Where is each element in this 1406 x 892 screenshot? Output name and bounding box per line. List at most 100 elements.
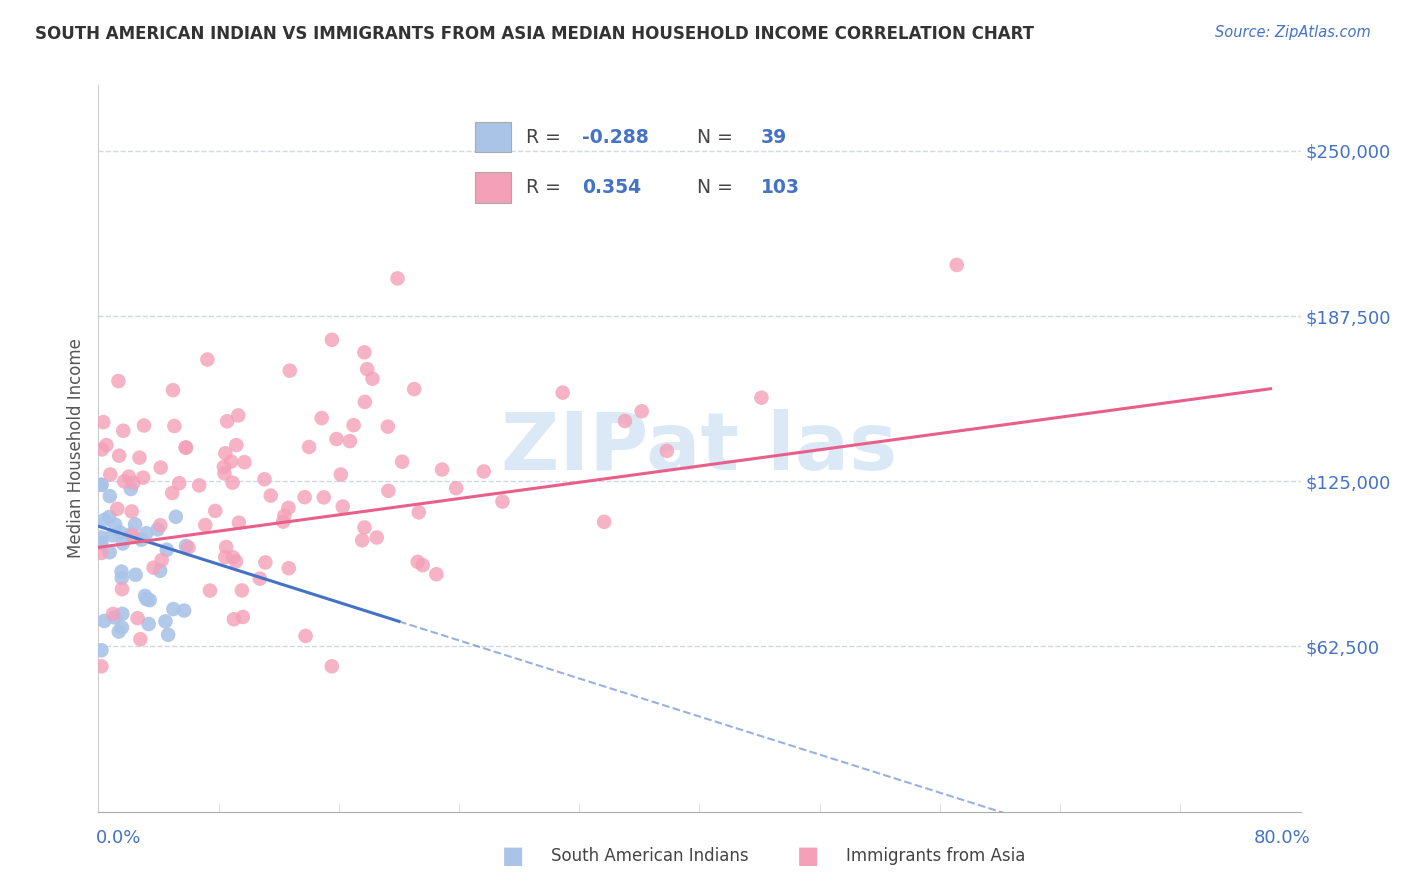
Point bbox=[111, 536, 134, 550]
Point bbox=[111, 607, 134, 621]
Point bbox=[231, 583, 253, 598]
Point bbox=[425, 567, 447, 582]
Point bbox=[127, 611, 149, 625]
Point bbox=[138, 617, 160, 632]
Point bbox=[311, 411, 333, 425]
Point bbox=[132, 470, 155, 484]
Point bbox=[142, 560, 165, 574]
Point bbox=[945, 258, 967, 272]
Point bbox=[630, 404, 652, 418]
Point bbox=[128, 450, 150, 465]
Point bbox=[111, 571, 134, 585]
Point bbox=[107, 374, 129, 388]
Point bbox=[221, 475, 243, 490]
Point bbox=[118, 469, 141, 483]
Point bbox=[104, 517, 127, 532]
Point bbox=[174, 441, 197, 455]
Point bbox=[107, 624, 129, 639]
Point bbox=[112, 424, 135, 438]
Point bbox=[122, 475, 145, 490]
Point bbox=[104, 610, 127, 624]
Point bbox=[391, 455, 413, 469]
Point bbox=[101, 528, 124, 542]
Point bbox=[138, 593, 160, 607]
Point bbox=[226, 409, 249, 423]
Point bbox=[406, 555, 429, 569]
Point bbox=[430, 462, 453, 476]
Point bbox=[124, 517, 146, 532]
Point bbox=[188, 478, 211, 492]
Point bbox=[217, 414, 239, 428]
Y-axis label: Median Household Income: Median Household Income bbox=[66, 338, 84, 558]
Text: 80.0%: 80.0% bbox=[1254, 830, 1310, 847]
Point bbox=[98, 489, 121, 503]
Text: Immigrants from Asia: Immigrants from Asia bbox=[846, 847, 1026, 865]
Point bbox=[195, 352, 218, 367]
Point bbox=[90, 531, 112, 545]
Point bbox=[149, 460, 172, 475]
Point bbox=[222, 612, 245, 626]
Point bbox=[108, 449, 131, 463]
Point bbox=[135, 526, 157, 541]
Point bbox=[444, 481, 467, 495]
Point bbox=[472, 465, 495, 479]
Point bbox=[174, 441, 197, 455]
Point bbox=[260, 489, 283, 503]
Point bbox=[93, 614, 115, 628]
Point bbox=[387, 271, 409, 285]
Point bbox=[491, 494, 513, 508]
Point bbox=[294, 629, 316, 643]
Point bbox=[120, 527, 142, 541]
Point bbox=[124, 567, 146, 582]
Point bbox=[90, 442, 112, 457]
Point bbox=[156, 542, 179, 557]
Point bbox=[219, 454, 242, 468]
Text: ■: ■ bbox=[797, 845, 820, 868]
Point bbox=[90, 536, 112, 550]
Point bbox=[204, 504, 226, 518]
Point bbox=[108, 525, 131, 540]
Point bbox=[233, 455, 256, 469]
Point bbox=[134, 589, 156, 603]
Point bbox=[214, 446, 236, 460]
Point bbox=[198, 583, 221, 598]
Point bbox=[277, 500, 299, 515]
Point bbox=[377, 419, 399, 434]
Point bbox=[214, 467, 236, 481]
Point bbox=[214, 550, 236, 565]
Point bbox=[254, 556, 277, 570]
Text: Source: ZipAtlas.com: Source: ZipAtlas.com bbox=[1215, 25, 1371, 40]
Point bbox=[167, 476, 190, 491]
Point bbox=[352, 533, 374, 548]
Point bbox=[174, 539, 197, 553]
Point bbox=[212, 459, 235, 474]
Point bbox=[160, 486, 183, 500]
Point bbox=[149, 564, 172, 578]
Point bbox=[408, 505, 430, 519]
Point bbox=[150, 553, 173, 567]
Point bbox=[353, 520, 375, 534]
Point bbox=[249, 572, 271, 586]
Point bbox=[112, 475, 135, 489]
Point bbox=[165, 509, 187, 524]
Point bbox=[294, 490, 316, 504]
Point bbox=[90, 659, 112, 673]
Point bbox=[111, 582, 134, 597]
Point bbox=[215, 540, 238, 554]
Point bbox=[366, 531, 388, 545]
Point bbox=[329, 467, 352, 482]
Point bbox=[655, 443, 678, 458]
Point bbox=[162, 383, 184, 397]
Point bbox=[96, 438, 118, 452]
Point bbox=[298, 440, 321, 454]
Point bbox=[98, 510, 121, 524]
Point bbox=[155, 615, 177, 629]
Point bbox=[90, 478, 112, 492]
Point bbox=[173, 603, 195, 617]
Point bbox=[613, 414, 636, 428]
Point bbox=[412, 558, 434, 573]
Point bbox=[146, 522, 169, 536]
Point bbox=[332, 500, 354, 514]
Point bbox=[225, 554, 247, 568]
Point bbox=[101, 607, 124, 621]
